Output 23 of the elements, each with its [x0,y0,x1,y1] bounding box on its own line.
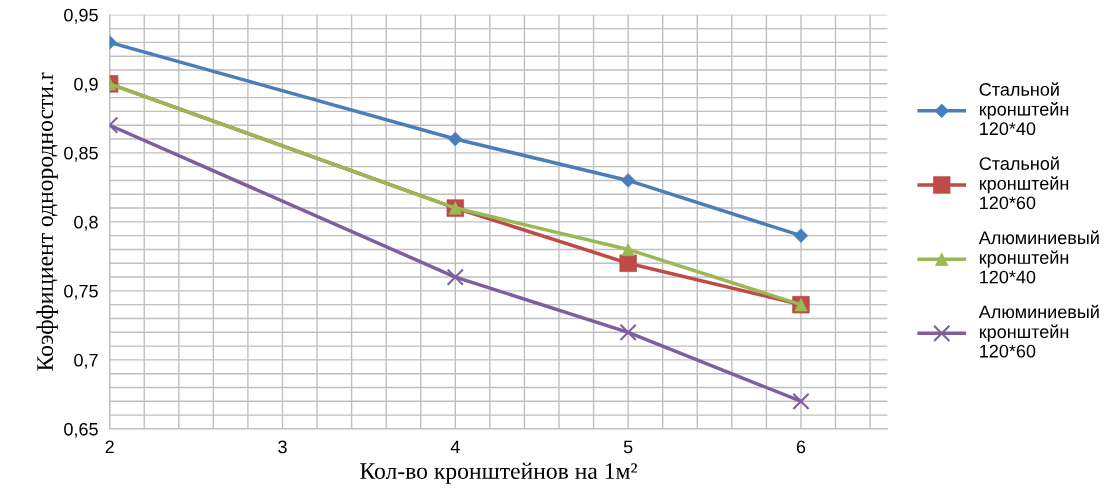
y-axis-title: Коэффициент однородности.r [36,72,58,371]
y-tick-label: 0,85 [64,146,98,162]
y-tick-label: 0,8 [74,215,98,231]
x-tick-label: 2 [105,440,114,454]
point [621,242,635,257]
x-axis-title: Кол-во кронштейнов на 1м² [360,462,638,484]
x-tick-label: 4 [450,440,460,454]
point [619,323,637,341]
x-tick-label: 3 [278,440,287,454]
y-tick-label: 0,75 [64,284,98,300]
point [446,268,464,286]
point [792,392,810,410]
legend-label: Стальной кронштейн 120*40 [979,82,1069,136]
point [793,228,809,243]
y-tick-label: 0,9 [74,77,98,93]
legend-label: Стальной кронштейн 120*60 [979,156,1069,210]
y-tick-label: 0,95 [64,8,98,24]
y-tick-label: 0,65 [64,422,98,438]
legend-label: Алюминиевый кронштейн 120*40 [978,230,1099,284]
y-tick-label: 0,7 [74,353,98,369]
x-tick-label: 6 [796,440,806,454]
legend-label: Алюминиевый кронштейн 120*60 [978,304,1099,358]
x-tick-label: 5 [623,440,633,454]
